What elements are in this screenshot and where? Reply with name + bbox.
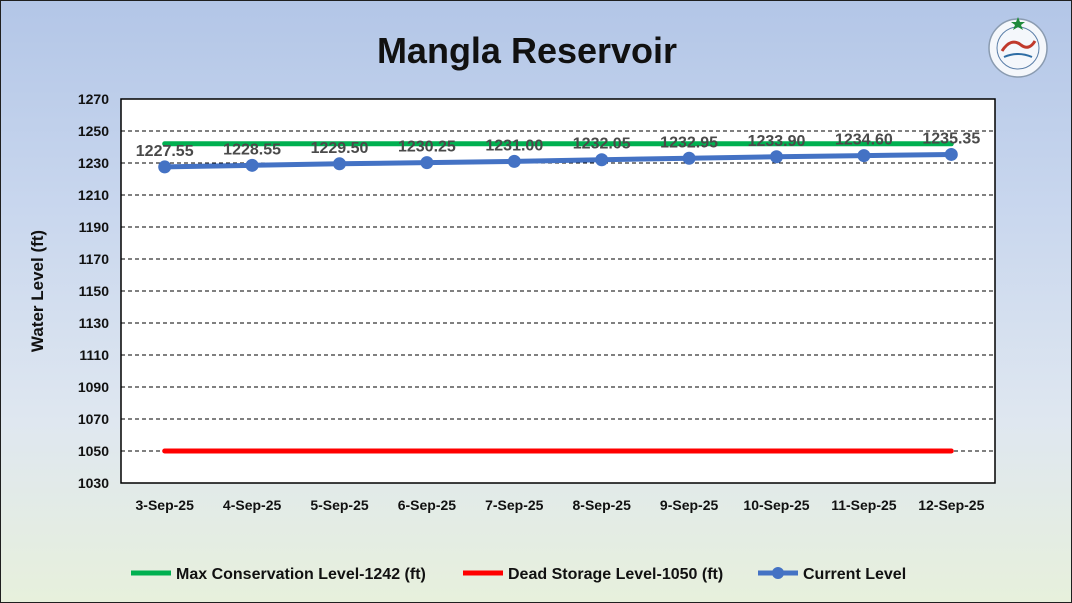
data-label: 1235.35 [922,130,980,147]
data-label: 1232.95 [660,134,718,151]
y-axis-label: Water Level (ft) [28,230,47,352]
x-tick-label: 6-Sep-25 [398,497,457,513]
current-level-point [420,156,434,170]
y-tick-label: 1210 [78,187,109,203]
legend-item-current-level: Current Level [758,566,906,583]
current-level-point [857,149,871,163]
x-tick-label: 7-Sep-25 [485,497,544,513]
y-tick-label: 1050 [78,443,109,459]
y-tick-label: 1170 [79,251,110,267]
current-level-point [333,157,346,171]
y-tick-label: 1070 [78,411,109,427]
current-level-point [507,154,521,168]
current-level-point [770,150,783,164]
y-tick-label: 1270 [78,91,109,107]
y-tick-label: 1110 [79,347,109,363]
y-axis-ticks: 1030 1050 1070 1090 1110 1130 1150 1170 1190 1210… [78,91,109,491]
current-level-point [944,147,958,161]
current-level-point [245,158,259,172]
data-labels: 1227.55 1228.55 1229.50 1230.25 1231.00 1232.… [136,130,981,159]
pmd-logo-icon [988,17,1048,78]
x-tick-label: 10-Sep-25 [743,497,809,513]
data-label: 1233.90 [748,133,806,150]
y-tick-label: 1190 [79,219,110,235]
series-lines [162,141,954,454]
x-axis-ticks: 3-Sep-25 4-Sep-25 5-Sep-25 6-Sep-25 7-Sep-25… [136,497,985,513]
y-tick-label: 1130 [79,315,110,331]
series-line-current-level [162,151,954,170]
data-label: 1231.00 [485,137,543,154]
chart-title: Mangla Reservoir [377,30,677,71]
legend-label: Max Conservation Level-1242 (ft) [176,566,426,583]
legend-marker [772,567,784,579]
x-tick-label: 9-Sep-25 [660,497,719,513]
x-tick-label: 5-Sep-25 [310,497,369,513]
legend-item-max-conservation-level-1242-ft: Max Conservation Level-1242 (ft) [131,566,426,583]
legend-label: Dead Storage Level-1050 (ft) [508,566,723,583]
x-tick-label: 12-Sep-25 [918,497,984,513]
series-points [158,147,958,174]
legend-item-dead-storage-level-1050-ft: Dead Storage Level-1050 (ft) [463,566,723,583]
y-tick-label: 1150 [79,283,110,299]
current-level-point [595,153,609,167]
current-level-point [682,151,696,165]
y-tick-label: 1030 [78,475,109,491]
x-tick-label: 3-Sep-25 [136,497,195,513]
y-tick-label: 1230 [78,155,109,171]
x-tick-label: 8-Sep-25 [573,497,632,513]
data-label: 1230.25 [398,139,456,156]
x-tick-label: 11-Sep-25 [831,497,897,513]
data-label: 1228.55 [223,141,281,158]
data-label: 1232.05 [573,136,631,153]
y-tick-label: 1250 [78,123,109,139]
data-label: 1227.55 [136,143,194,160]
y-tick-label: 1090 [78,379,109,395]
legend-label: Current Level [803,566,906,583]
current-level-point [158,160,172,174]
legend: Max Conservation Level-1242 (ft) Dead Sto… [131,566,906,583]
data-label: 1229.50 [311,140,369,157]
x-tick-label: 4-Sep-25 [223,497,282,513]
data-label: 1234.60 [835,132,893,149]
